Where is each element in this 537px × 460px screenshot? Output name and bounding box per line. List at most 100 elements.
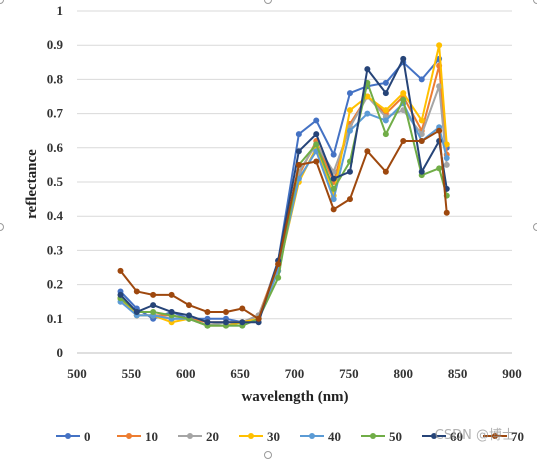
series-70 [117,127,450,322]
data-point [443,141,450,148]
y-tick-label: 1 [57,3,64,18]
series-50 [117,79,450,329]
data-point [346,107,353,114]
legend-swatch-marker [370,433,376,439]
data-point [150,291,157,298]
data-point [400,96,407,103]
data-point [346,90,353,97]
y-tick-label: 0.4 [47,208,64,223]
data-point [418,131,425,138]
y-tick-label: 0.3 [47,242,64,257]
series-line [119,44,448,327]
data-point [400,90,407,97]
data-point [382,107,389,114]
data-point [330,206,337,213]
data-point [117,291,124,298]
data-point [418,137,425,144]
data-point [168,291,175,298]
legend-item-60: 60 [422,429,463,444]
data-point [313,117,320,124]
watermark: CSDN @博士 [434,428,515,443]
legend-swatch-marker [492,433,498,439]
legend-item-40: 40 [300,429,341,444]
data-point [443,161,450,168]
data-point [382,79,389,86]
legend: 0 10 20 30 40 50 60 70 [56,429,524,444]
y-tick-label: 0.5 [47,174,64,189]
resize-handle-bottom-center[interactable] [264,451,272,459]
legend-label: 60 [450,429,463,444]
y-tick-label: 0 [57,345,64,360]
data-point [295,148,302,155]
legend-label: 50 [389,429,402,444]
data-point [436,165,443,172]
legend-swatch-marker [431,433,437,439]
y-axis-title: reflectance [24,149,40,219]
legend-label: 20 [206,429,219,444]
data-point [117,267,124,274]
legend-label: 10 [145,429,158,444]
data-point [436,127,443,134]
data-point [382,90,389,97]
legend-swatch-marker [248,433,254,439]
data-point [330,185,337,192]
data-point [222,308,229,315]
data-point [382,168,389,175]
data-point [222,319,229,326]
data-point [443,209,450,216]
data-point [400,55,407,62]
y-tick-label: 0.2 [47,277,63,292]
series-30 [117,42,450,329]
series-line [119,85,448,327]
x-tick-label: 550 [122,366,142,381]
data-point [275,274,282,281]
resize-handle-top-right[interactable] [533,0,537,4]
resize-handle-middle-right[interactable] [533,223,537,231]
y-tick-label: 0.7 [47,106,64,121]
x-tick-label: 800 [394,366,414,381]
legend-swatch-marker [126,433,132,439]
data-point [436,42,443,49]
x-axis-tick-labels: 500 550 600 650 700 750 800 850 900 [67,366,522,381]
data-point [133,288,140,295]
data-point [400,137,407,144]
data-point [255,315,262,322]
series-line [119,81,448,327]
data-point [204,308,211,315]
data-point [330,151,337,158]
legend-label: 40 [328,429,341,444]
data-point [382,131,389,138]
data-point [204,319,211,326]
data-point [295,161,302,168]
data-point [150,302,157,309]
legend-item-20: 20 [178,429,219,444]
data-point [313,158,320,165]
x-tick-label: 900 [502,366,522,381]
data-point [418,76,425,83]
legend-item-0: 0 [56,429,91,444]
y-tick-label: 0.8 [47,71,64,86]
series-line [119,129,448,320]
x-tick-label: 700 [285,366,305,381]
legend-item-70: 70 [483,429,524,444]
data-point [418,117,425,124]
data-point [364,148,371,155]
data-point [346,168,353,175]
series-10 [117,62,450,326]
data-point [186,312,193,319]
data-point [186,302,193,309]
data-point [168,308,175,315]
legend-label: 30 [267,429,280,444]
y-axis-tick-labels: 0 0.1 0.2 0.3 0.4 0.5 0.6 0.7 0.8 0.9 1 [47,3,64,360]
x-tick-label: 600 [176,366,196,381]
series-line [119,64,448,324]
legend-swatch-marker [187,433,193,439]
legend-item-10: 10 [117,429,158,444]
data-point [150,308,157,315]
data-point [133,308,140,315]
data-point [364,93,371,100]
legend-swatch-marker [65,433,71,439]
legend-item-30: 30 [239,429,280,444]
